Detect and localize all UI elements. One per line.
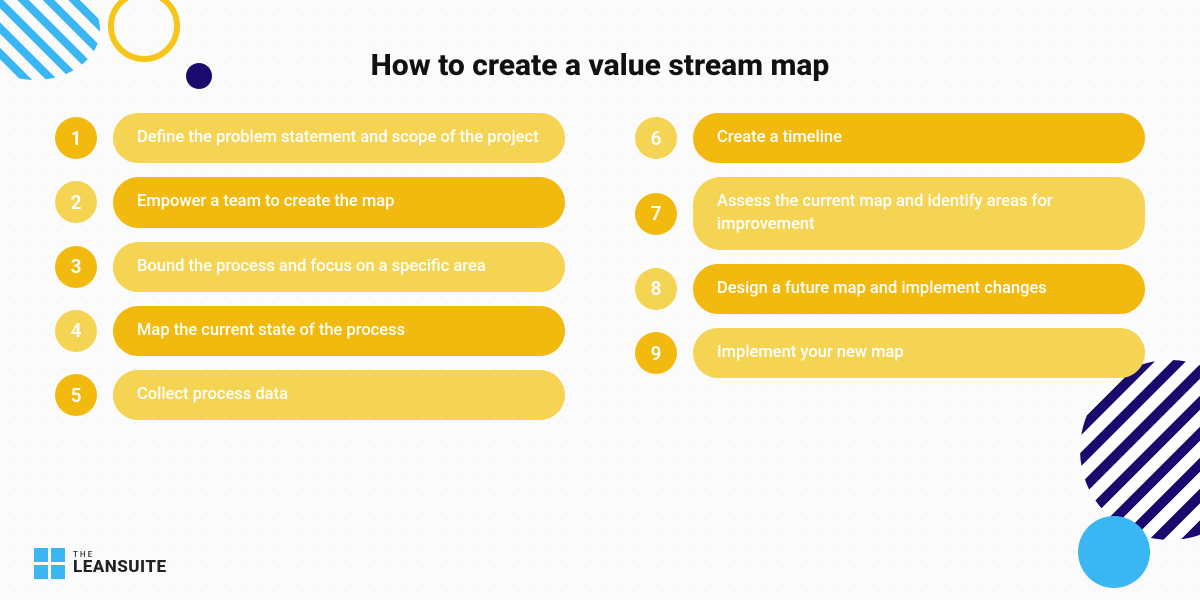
logo-name: LEANSUITE: [73, 559, 167, 576]
step-label: Map the current state of the process: [113, 306, 565, 356]
step-number: 9: [635, 332, 677, 374]
step-number: 7: [635, 193, 677, 235]
step-label: Bound the process and focus on a specifi…: [113, 242, 565, 292]
step-label: Design a future map and implement change…: [693, 264, 1145, 314]
step-number: 5: [55, 374, 97, 416]
step-label: Implement your new map: [693, 328, 1145, 378]
step-row: 2 Empower a team to create the map: [55, 177, 565, 227]
step-label: Empower a team to create the map: [113, 177, 565, 227]
step-number: 2: [55, 181, 97, 223]
step-number: 4: [55, 310, 97, 352]
step-row: 4 Map the current state of the process: [55, 306, 565, 356]
step-row: 6 Create a timeline: [635, 113, 1145, 163]
step-row: 7 Assess the current map and identify are…: [635, 177, 1145, 250]
step-row: 9 Implement your new map: [635, 328, 1145, 378]
step-number: 6: [635, 117, 677, 159]
step-label: Collect process data: [113, 370, 565, 420]
step-row: 1 Define the problem statement and scope …: [55, 113, 565, 163]
step-label: Assess the current map and identify area…: [693, 177, 1145, 250]
step-number: 3: [55, 246, 97, 288]
content: How to create a value stream map 1 Define…: [0, 0, 1200, 420]
step-row: 8 Design a future map and implement chang…: [635, 264, 1145, 314]
step-label: Define the problem statement and scope o…: [113, 113, 565, 163]
logo-text: THE LEANSUITE: [73, 551, 167, 576]
steps-column-right: 6 Create a timeline 7 Assess the current ma…: [635, 113, 1145, 420]
step-label: Create a timeline: [693, 113, 1145, 163]
step-row: 5 Collect process data: [55, 370, 565, 420]
logo-icon: [34, 548, 65, 579]
page-title: How to create a value stream map: [30, 48, 1170, 83]
step-number: 1: [55, 117, 97, 159]
step-row: 3 Bound the process and focus on a specif…: [55, 242, 565, 292]
steps-columns: 1 Define the problem statement and scope …: [30, 113, 1170, 420]
brand-logo: THE LEANSUITE: [34, 548, 167, 579]
steps-column-left: 1 Define the problem statement and scope …: [55, 113, 565, 420]
step-number: 8: [635, 268, 677, 310]
